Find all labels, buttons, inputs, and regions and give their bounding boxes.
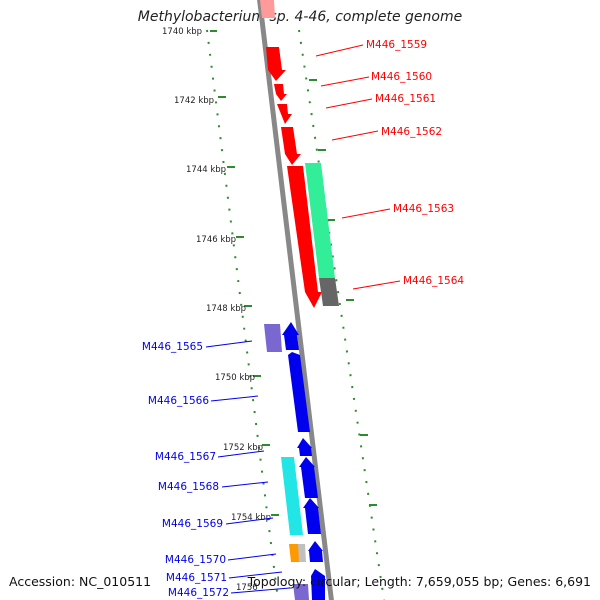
gene-label-m446-1568[interactable]: M446_1568	[158, 481, 219, 493]
gene-arrow-1563-1564	[287, 166, 322, 308]
gene-label-m446-1561[interactable]: M446_1561	[375, 93, 436, 105]
gene-arrow-1567	[297, 438, 312, 456]
gene-label-m446-1567[interactable]: M446_1567	[155, 451, 216, 463]
gene-label-m446-1559[interactable]: M446_1559	[366, 39, 427, 51]
gene-label-m446-1562[interactable]: M446_1562	[381, 126, 442, 138]
gene-arrow-1559-partial	[260, 0, 275, 18]
tick-label: 1752 kbp	[223, 443, 263, 453]
tick-label: 1742 kbp	[174, 96, 214, 106]
bottom-strand-genes[interactable]	[282, 322, 325, 600]
purple-feature[interactable]	[264, 324, 282, 352]
tick-label: 1740 kbp	[162, 27, 202, 37]
gene-arrow-1561	[277, 104, 292, 124]
tick-label: 1744 kbp	[186, 165, 226, 175]
gene-arrow-1560	[274, 84, 287, 101]
gene-arrow-1568	[299, 457, 318, 498]
gene-label-m446-1565[interactable]: M446_1565	[142, 341, 203, 353]
gene-arrow-1571	[311, 569, 325, 600]
top-strand-genes[interactable]	[260, 0, 322, 308]
orange-feature[interactable]	[289, 544, 300, 562]
accession-text: Accession: NC_010511	[9, 574, 152, 589]
tick-label: 1746 kbp	[196, 235, 236, 245]
top-callout-lines	[315, 44, 401, 290]
gene-arrow-1562	[281, 127, 301, 165]
gene-arrow-1559	[266, 47, 286, 81]
green-feature[interactable]	[305, 163, 335, 278]
genome-backbone	[257, 0, 334, 600]
gene-label-m446-1564[interactable]: M446_1564	[403, 275, 464, 287]
tick-label: 1756	[236, 583, 258, 593]
gene-label-m446-1560[interactable]: M446_1560	[371, 71, 432, 83]
map-title: Methylobacterium sp. 4-46, complete geno…	[137, 9, 463, 25]
tick-label: 1748 kbp	[206, 304, 246, 314]
gene-label-m446-1569[interactable]: M446_1569	[162, 518, 223, 530]
gene-arrow-1569	[303, 498, 321, 534]
gene-label-m446-1570[interactable]: M446_1570	[165, 554, 226, 566]
bottom-callout-lines	[205, 340, 291, 594]
gene-arrow-1565	[282, 322, 299, 350]
gray-feature[interactable]	[319, 278, 339, 306]
gene-label-m446-1563[interactable]: M446_1563	[393, 203, 454, 215]
gene-label-m446-1572[interactable]: M446_1572	[168, 587, 229, 599]
tick-label: 1750 kbp	[215, 373, 255, 383]
gene-label-m446-1571[interactable]: M446_1571	[166, 572, 227, 584]
cyan-feature[interactable]	[281, 457, 303, 535]
purple-feature-bottom[interactable]	[293, 584, 309, 600]
gene-label-m446-1566[interactable]: M446_1566	[148, 395, 209, 407]
gene-arrow-1570	[308, 541, 323, 562]
light-gray-feature[interactable]	[298, 544, 306, 562]
gene-arrow-1566	[288, 352, 310, 432]
tick-label: 1754 kbp	[231, 513, 271, 523]
topology-text: Topology: circular; Length: 7,659,055 bp…	[247, 574, 591, 589]
tick-marks	[210, 30, 377, 516]
